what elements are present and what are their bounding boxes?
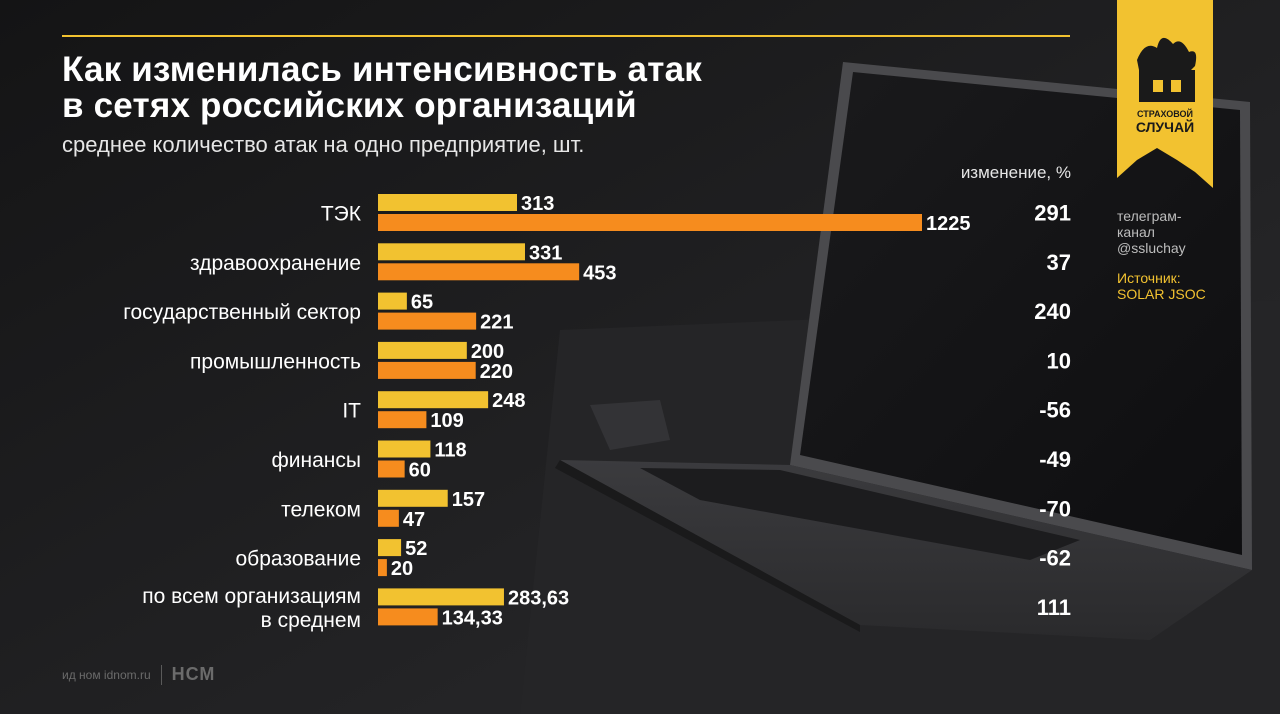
bar	[378, 263, 580, 281]
change-column-header: изменение, %	[960, 163, 1071, 182]
category-label: по всем организациям	[142, 585, 361, 608]
bar	[378, 588, 504, 606]
change-value: 291	[1034, 201, 1071, 226]
bar	[378, 489, 448, 507]
change-value: -70	[1039, 496, 1071, 521]
change-value: 240	[1034, 299, 1071, 324]
change-value: 10	[1047, 348, 1071, 373]
category-label: промышленность	[190, 350, 361, 373]
category-label: IT	[342, 400, 361, 423]
telegram-channel: телеграм- канал @ssluchay	[1117, 208, 1186, 256]
data-label: 248	[492, 390, 525, 412]
data-label: 220	[480, 361, 513, 383]
footer-brand: НСМ	[171, 664, 216, 684]
bar	[378, 509, 399, 527]
data-label: 47	[403, 509, 425, 531]
category-label: телеком	[281, 498, 361, 521]
bar	[378, 312, 477, 330]
bar	[378, 411, 427, 429]
data-label: 1225	[926, 213, 971, 235]
change-value: 111	[1037, 595, 1071, 620]
change-value: 37	[1047, 250, 1071, 275]
data-label: 283,63	[508, 587, 569, 609]
bar	[378, 440, 431, 458]
category-label: финансы	[272, 449, 361, 472]
data-label: 20	[391, 558, 413, 580]
chart-subtitle: среднее количество атак на одно предприя…	[62, 132, 585, 157]
bar	[378, 608, 438, 626]
category-label: образование	[235, 548, 361, 571]
logo-text-top: СТРАХОВОЙ	[1137, 109, 1193, 119]
data-label: 157	[452, 489, 485, 511]
footer-separator	[160, 664, 162, 685]
category-label: ТЭК	[321, 203, 362, 226]
bar	[378, 559, 387, 577]
bar	[378, 341, 467, 359]
change-value: -62	[1039, 546, 1071, 571]
logo-text-bottom: СЛУЧАЙ	[1135, 119, 1195, 135]
strakhovoy-sluchay-logo	[1117, 0, 1213, 188]
data-label: 221	[480, 312, 513, 334]
side-info: телеграм- канал @ssluchay Источник: SOLA…	[1117, 208, 1267, 302]
source-note: Источник: SOLAR JSOC	[1117, 270, 1206, 302]
category-label: здравоохранение	[190, 252, 361, 275]
bar	[378, 460, 405, 478]
bar	[378, 243, 525, 261]
chart-title: Как изменилась интенсивность атак в сетя…	[62, 50, 702, 125]
data-label: 200	[471, 341, 504, 363]
change-value: -56	[1039, 398, 1071, 423]
footer-credit: ид ном idnom.ru	[62, 667, 151, 682]
data-label: 60	[409, 460, 431, 482]
data-label: 331	[529, 242, 562, 264]
change-value: -49	[1039, 447, 1071, 472]
data-label: 313	[521, 193, 554, 215]
bar	[378, 214, 922, 231]
bar	[378, 539, 402, 557]
bar	[378, 194, 517, 211]
data-label: 118	[434, 440, 466, 462]
top-accent-rule	[62, 35, 1070, 37]
data-label: 65	[411, 292, 433, 314]
data-label: 52	[405, 538, 427, 560]
bar	[378, 391, 489, 409]
data-label: 134,33	[442, 607, 503, 629]
category-label: в среднем	[261, 609, 361, 632]
bar	[378, 292, 407, 310]
data-label: 109	[430, 410, 463, 432]
footer: ид ном idnom.ru НСМ	[62, 664, 215, 685]
data-label: 453	[583, 262, 616, 284]
category-label: государственный сектор	[123, 301, 361, 324]
bar	[378, 361, 476, 379]
